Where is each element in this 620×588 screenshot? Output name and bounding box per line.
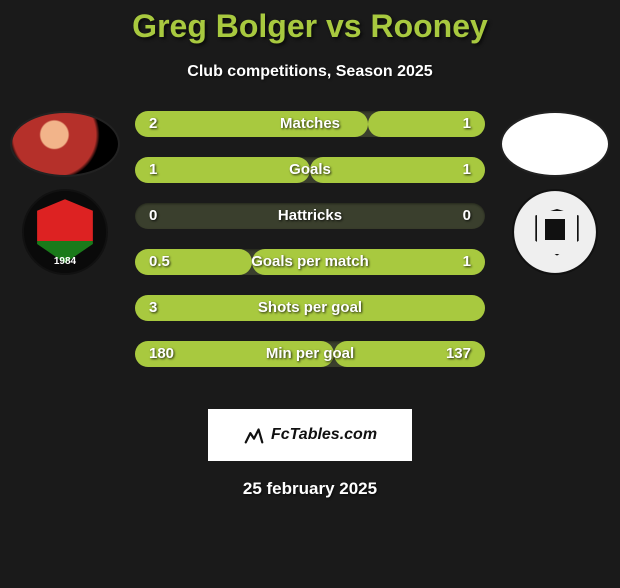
player-right-column — [496, 111, 614, 391]
stat-label: Goals — [135, 157, 485, 183]
stat-bars: 21Matches 11Goals 00Hattricks 0.51Goals per… — [135, 111, 485, 387]
stat-label: Hattricks — [135, 203, 485, 229]
stat-row: 21Matches — [135, 111, 485, 137]
stat-row: 00Hattricks — [135, 203, 485, 229]
stat-label: Goals per match — [135, 249, 485, 275]
club-left-crest — [22, 189, 108, 275]
stat-label: Matches — [135, 111, 485, 137]
brand-badge: FcTables.com — [208, 409, 412, 461]
comparison-panel: 21Matches 11Goals 00Hattricks 0.51Goals per… — [0, 111, 620, 391]
player-left-avatar — [10, 111, 120, 177]
stat-row: 180137Min per goal — [135, 341, 485, 367]
stat-label: Min per goal — [135, 341, 485, 367]
stat-row: 0.51Goals per match — [135, 249, 485, 275]
brand-text: FcTables.com — [271, 426, 377, 444]
stat-row: 3Shots per goal — [135, 295, 485, 321]
stat-label: Shots per goal — [135, 295, 485, 321]
date-label: 25 february 2025 — [0, 479, 620, 499]
player-left-column — [6, 111, 124, 391]
page-title: Greg Bolger vs Rooney — [0, 8, 620, 45]
subtitle: Club competitions, Season 2025 — [0, 63, 620, 81]
club-right-crest — [512, 189, 598, 275]
brand-icon — [243, 424, 265, 446]
player-right-avatar — [500, 111, 610, 177]
stat-row: 11Goals — [135, 157, 485, 183]
